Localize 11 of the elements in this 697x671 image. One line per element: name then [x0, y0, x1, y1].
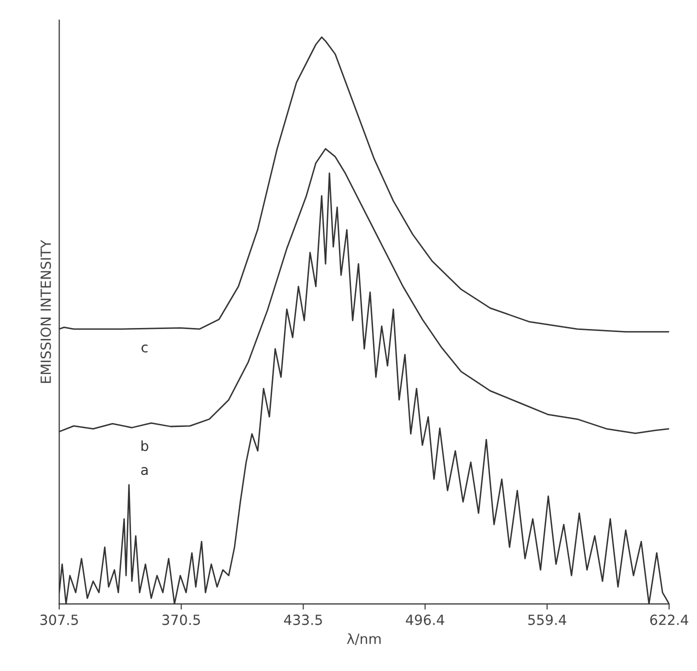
- series-label: c: [142, 344, 148, 352]
- x-axis-title: λ/nm: [346, 633, 381, 646]
- x-tick-label: 559.4: [528, 614, 566, 626]
- x-tick-label: 370.5: [162, 614, 200, 626]
- x-tick-label: 433.5: [284, 614, 322, 626]
- y-axis-title: EMISSION INTENSITY: [40, 240, 51, 383]
- x-tick-label: 496.4: [406, 614, 444, 626]
- x-tick-label: 307.5: [40, 614, 78, 626]
- series-label: b: [141, 440, 148, 452]
- series-label: a: [141, 467, 148, 476]
- x-tick-label: 622.4: [650, 614, 688, 626]
